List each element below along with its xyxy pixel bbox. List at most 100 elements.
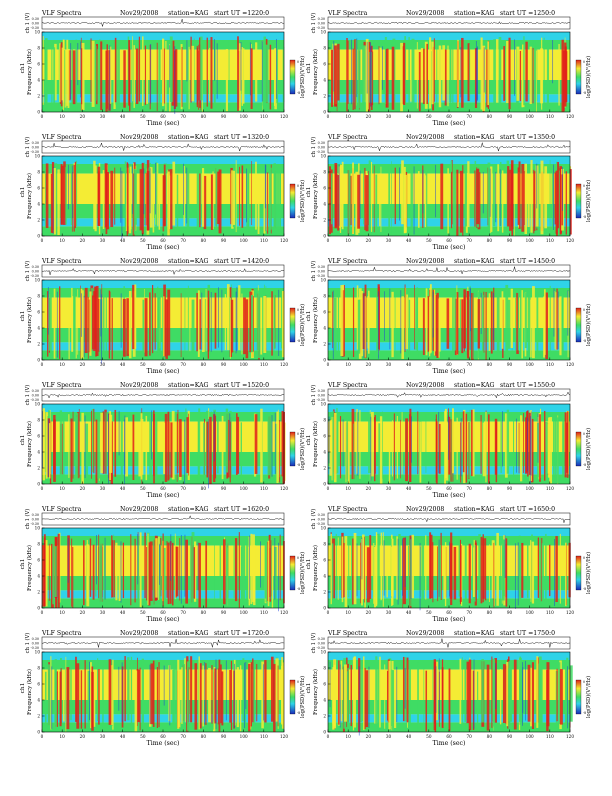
spectrogram-streak [251,161,253,226]
spectrogram-streak [184,292,186,353]
spectrogram-dark-streak [514,543,516,609]
spectrogram-dark-streak [80,41,82,98]
spectrogram-streak [422,298,425,355]
spectrogram-streak [221,415,224,480]
spectrogram-streak [415,295,418,350]
waveform-tick-label: 0.30 [32,637,39,641]
spectrogram-streak [229,296,231,350]
spectrogram-streak [242,48,245,104]
waveform-tick-label: -0.30 [31,398,39,402]
spectrogram-streak [382,411,383,479]
spectrogram-dark-streak [47,287,49,335]
spectrogram-dark-streak [155,162,156,215]
spectrogram-dark-streak [151,410,153,460]
spectrogram-streak [94,286,97,349]
x-tick-label: 80 [201,734,207,739]
spectrogram-streak [110,665,113,725]
waveform-axis-label: ch 1 (V) [24,385,31,406]
spectrogram-streak [264,660,267,723]
spectrogram-streak [112,659,114,730]
spectrogram-dark-streak [504,535,506,578]
y-tick-label: 6 [323,682,326,687]
spectrogram-streak [44,40,47,110]
spectrogram-streak [206,37,208,107]
spectrogram-streak [368,413,371,474]
time-axis-label: Time (sec) [147,120,180,127]
spectrogram-streak [331,49,334,107]
waveform-tick-label: 0.30 [318,637,325,641]
waveform-axis-label: ch 1 (V) [24,13,31,34]
x-tick-label: 120 [280,486,288,491]
spectrogram-dark-streak [422,169,424,214]
spectrogram-streak [269,167,272,230]
spectrogram-dark-streak [562,167,564,211]
waveform-axis-label: ch 1 (V) [24,633,31,654]
spectrogram-streak [414,284,415,350]
spectrogram-dark-streak [480,292,482,335]
spectrogram-streak [102,666,104,732]
spectrogram-streak [70,664,72,721]
colorbar-tick-label: -8 [297,91,300,95]
panel-station: station=KAG [454,258,495,265]
spectrogram-streak [524,163,527,235]
y-tick-label: 4 [37,450,40,455]
spectrogram-streak [502,664,506,723]
spectrogram-streak [454,294,456,351]
panel-start-ut: start UT =1350:0 [500,134,555,141]
spectrogram-streak [555,536,558,602]
spectrogram-streak [270,535,272,600]
spectrogram-streak [211,665,213,724]
x-tick-label: 20 [80,114,86,119]
waveform-axis-label: ch 1 (V) [24,509,31,530]
colorbar [575,183,582,219]
spectrogram-streak [536,292,539,354]
x-tick-label: 30 [386,362,392,367]
spectrogram-streak [425,413,427,473]
spectrogram-streak [493,39,496,109]
spectrogram-streak [507,299,511,349]
colorbar [575,555,582,591]
time-axis-label: Time (sec) [433,740,466,747]
y-tick-label: 0 [37,234,40,239]
panel-start-ut: start UT =1320:0 [214,134,269,141]
spectrogram-streak [338,166,341,229]
spectrogram-streak [97,166,101,226]
spectrogram-streak [330,533,332,605]
spectrogram-dark-streak [554,539,555,607]
spectrogram-streak [417,411,419,475]
spectrogram-streak [506,40,509,104]
y-tick-label: 8 [37,666,40,671]
spectrogram-streak [199,37,201,108]
spectrogram-streak [129,46,130,112]
spectrogram-streak [519,657,522,722]
x-tick-label: 110 [260,362,268,367]
spectrogram-streak [333,297,337,352]
spectrogram-streak [111,535,113,598]
spectrogram-streak [401,160,404,225]
spectrogram-dark-streak [567,290,569,336]
spectrogram-dark-streak [489,168,491,217]
spectrogram-streak [205,540,208,608]
waveform-axis-label: ch 1 (V) [310,261,317,282]
waveform-tick-label: 0.00 [318,642,325,646]
spectrogram-streak [149,293,153,359]
spectrogram-streak [401,296,404,359]
x-tick-label: 40 [120,362,126,367]
spectrogram-streak [213,662,214,730]
spectrogram-streak [562,50,565,112]
spectrogram-streak [267,540,270,607]
x-tick-label: 120 [280,362,288,367]
spectrogram-streak [442,45,445,101]
y-tick-label: 0 [323,482,326,487]
spectrogram-dark-streak [483,47,485,93]
spectrogram-streak [438,423,441,474]
waveform-trace [41,392,285,399]
spectrogram-dark-streak [493,292,494,341]
y-tick-label: 2 [37,714,40,719]
spectrogram-streak [165,299,168,359]
spectrogram-dark-streak [553,164,554,230]
spectrogram-streak [421,543,425,601]
spectrogram-streak [156,163,159,226]
spectrogram-streak [225,537,229,608]
spectrogram-dark-streak [438,539,440,597]
